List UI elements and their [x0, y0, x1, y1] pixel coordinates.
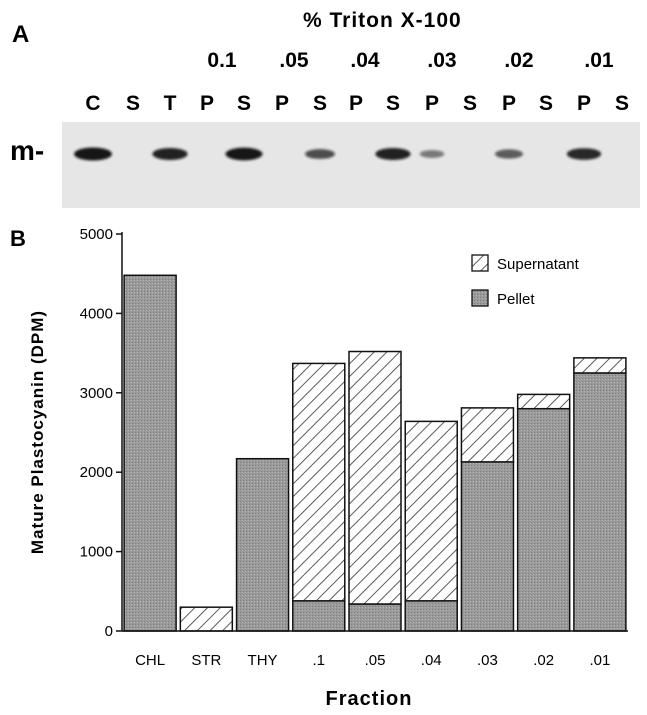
legend: Supernatant Pellet [471, 254, 580, 308]
lane-label: P [502, 92, 516, 115]
bar-supernatant [292, 362, 346, 602]
y-tick-label: 0 [105, 623, 113, 640]
lane-label: S [539, 92, 553, 115]
concentration-label: .01 [584, 49, 614, 72]
bar-supernatant [348, 350, 402, 605]
legend-swatch-pellet [471, 289, 489, 307]
bar-pellet [516, 407, 571, 632]
x-tick-label: .01 [589, 652, 610, 669]
y-tick-label: 5000 [80, 226, 113, 243]
x-axis-label: Fraction [326, 688, 413, 710]
concentration-label: .02 [504, 49, 533, 72]
concentration-labels: 0.1 .05 .04 .03 .02 .01 [207, 49, 614, 72]
y-axis-label: Mature Plastocyanin (DPM) [28, 310, 47, 554]
bar-supernatant [460, 407, 515, 463]
bar-supernatant [573, 357, 627, 374]
bar-chart: 0 1000 2000 3000 4000 5000 CHL STR THY .1 .05 .04.… [28, 226, 628, 710]
bar-pellet [460, 461, 515, 632]
lane-label: P [577, 92, 591, 115]
bar-pellet [573, 372, 627, 632]
y-axis-ticks: 0 1000 2000 3000 4000 5000 [80, 226, 122, 640]
y-tick-label: 4000 [80, 305, 113, 322]
gel-band [152, 148, 188, 160]
bar-pellet [404, 600, 458, 632]
gel-band [375, 148, 411, 160]
x-tick-label: .1 [313, 652, 326, 669]
concentration-label: .04 [350, 49, 380, 72]
marker-label: m- [10, 135, 44, 166]
bar-pellet [235, 457, 290, 632]
lane-label: S [386, 92, 400, 115]
y-tick-label: 3000 [80, 385, 113, 402]
y-tick-label: 2000 [80, 464, 113, 481]
bars [123, 274, 627, 632]
y-tick-label: 1000 [80, 544, 113, 561]
lane-label: S [463, 92, 477, 115]
bar-supernatant [516, 393, 571, 410]
gel-band [494, 149, 524, 159]
gel-band [566, 148, 602, 160]
x-tick-label: THY [248, 652, 278, 669]
x-axis-ticks: CHL STR THY .1 .05 .04 .03 .02 .01 [135, 652, 610, 669]
gel-band [225, 147, 263, 161]
gel-band [74, 147, 112, 161]
concentration-label: .05 [279, 49, 309, 72]
x-tick-label: .05 [365, 652, 386, 669]
x-tick-label: STR [191, 652, 221, 669]
x-tick-label: .02 [533, 652, 554, 669]
bar-supernatant [404, 420, 458, 602]
x-tick-label: .03 [477, 652, 498, 669]
lane-label: P [349, 92, 363, 115]
bar-pellet [292, 600, 346, 632]
panel-b-label: B [10, 226, 26, 251]
bar-pellet [123, 274, 177, 632]
legend-label-supernatant: Supernatant [497, 256, 580, 273]
lane-label: S [313, 92, 327, 115]
legend-swatch-supernatant [471, 254, 489, 272]
lane-label: P [425, 92, 439, 115]
lane-label: P [275, 92, 289, 115]
concentration-label: 0.1 [207, 49, 237, 72]
lane-label: S [615, 92, 629, 115]
lane-label: P [200, 92, 214, 115]
bar-pellet [348, 603, 402, 632]
legend-label-pellet: Pellet [497, 291, 535, 308]
x-tick-label: .04 [421, 652, 442, 669]
concentration-label: .03 [427, 49, 456, 72]
lane-label: T [164, 92, 177, 115]
lane-label: S [237, 92, 251, 115]
triton-title: % Triton X-100 [303, 9, 462, 32]
lane-label: C [85, 92, 100, 115]
panel-a-label: A [12, 21, 29, 48]
gel-band [305, 149, 335, 159]
gel-blot [62, 122, 640, 208]
x-tick-label: CHL [135, 652, 165, 669]
lane-label: S [126, 92, 140, 115]
bar-supernatant [179, 606, 234, 632]
gel-band [419, 150, 445, 158]
gel-bands [74, 147, 602, 161]
